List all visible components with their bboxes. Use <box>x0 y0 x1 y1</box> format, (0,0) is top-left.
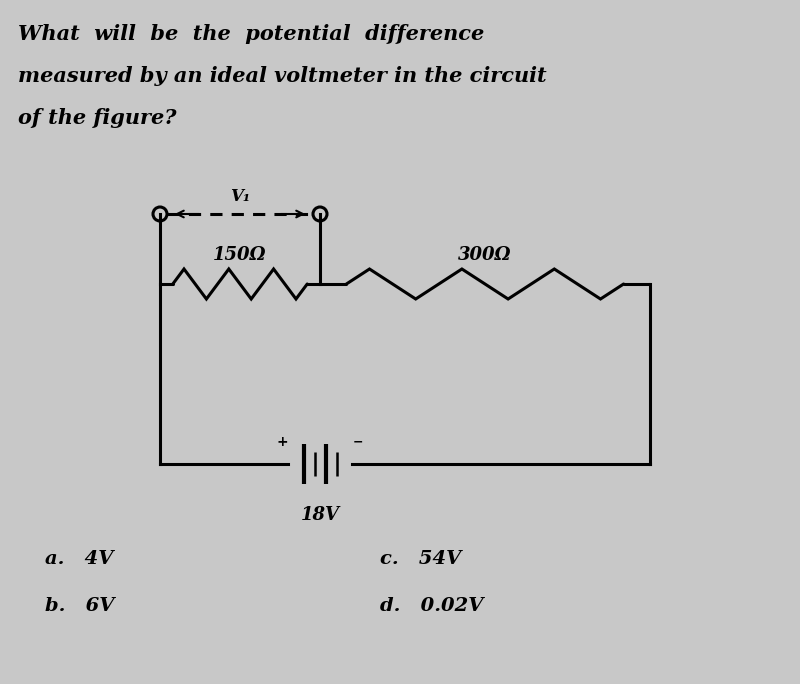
Text: d.   0.02V: d. 0.02V <box>380 597 483 615</box>
Text: What  will  be  the  potential  difference: What will be the potential difference <box>18 24 484 44</box>
Text: a.   4V: a. 4V <box>45 550 114 568</box>
Text: measured by an ideal voltmeter in the circuit: measured by an ideal voltmeter in the ci… <box>18 66 546 86</box>
Text: 18V: 18V <box>301 506 339 524</box>
Text: c.   54V: c. 54V <box>380 550 462 568</box>
Text: b.   6V: b. 6V <box>45 597 114 615</box>
Text: of the figure?: of the figure? <box>18 108 177 128</box>
Text: +: + <box>276 435 288 449</box>
Text: V₁: V₁ <box>230 188 250 205</box>
Text: 300Ω: 300Ω <box>458 246 512 264</box>
Text: 150Ω: 150Ω <box>214 246 266 264</box>
Text: −: − <box>353 436 363 449</box>
